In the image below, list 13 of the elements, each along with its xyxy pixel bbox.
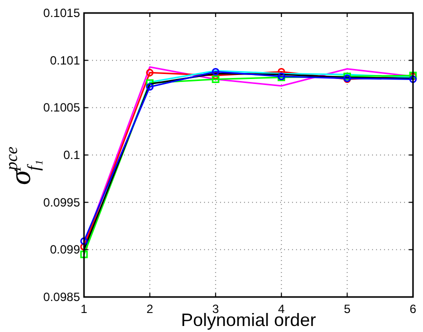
x-tick-label: 5	[344, 302, 351, 316]
x-tick-label: 4	[278, 302, 286, 316]
y-tick-label: 0.1015	[43, 6, 80, 20]
y-axis-title: σpcef₁	[2, 146, 43, 185]
x-tick-label: 1	[80, 302, 88, 316]
y-tick-label: 0.0985	[43, 290, 80, 304]
y-tick-label: 0.1005	[43, 100, 80, 115]
x-tick-label: 6	[410, 302, 417, 316]
y-tick-label: 0.0995	[43, 195, 80, 210]
y-tick-label: 0.099	[50, 242, 80, 257]
x-tick-label: 2	[146, 302, 154, 316]
y-tick-label: 0.1	[63, 148, 80, 162]
y-tick-label: 0.101	[50, 53, 80, 68]
